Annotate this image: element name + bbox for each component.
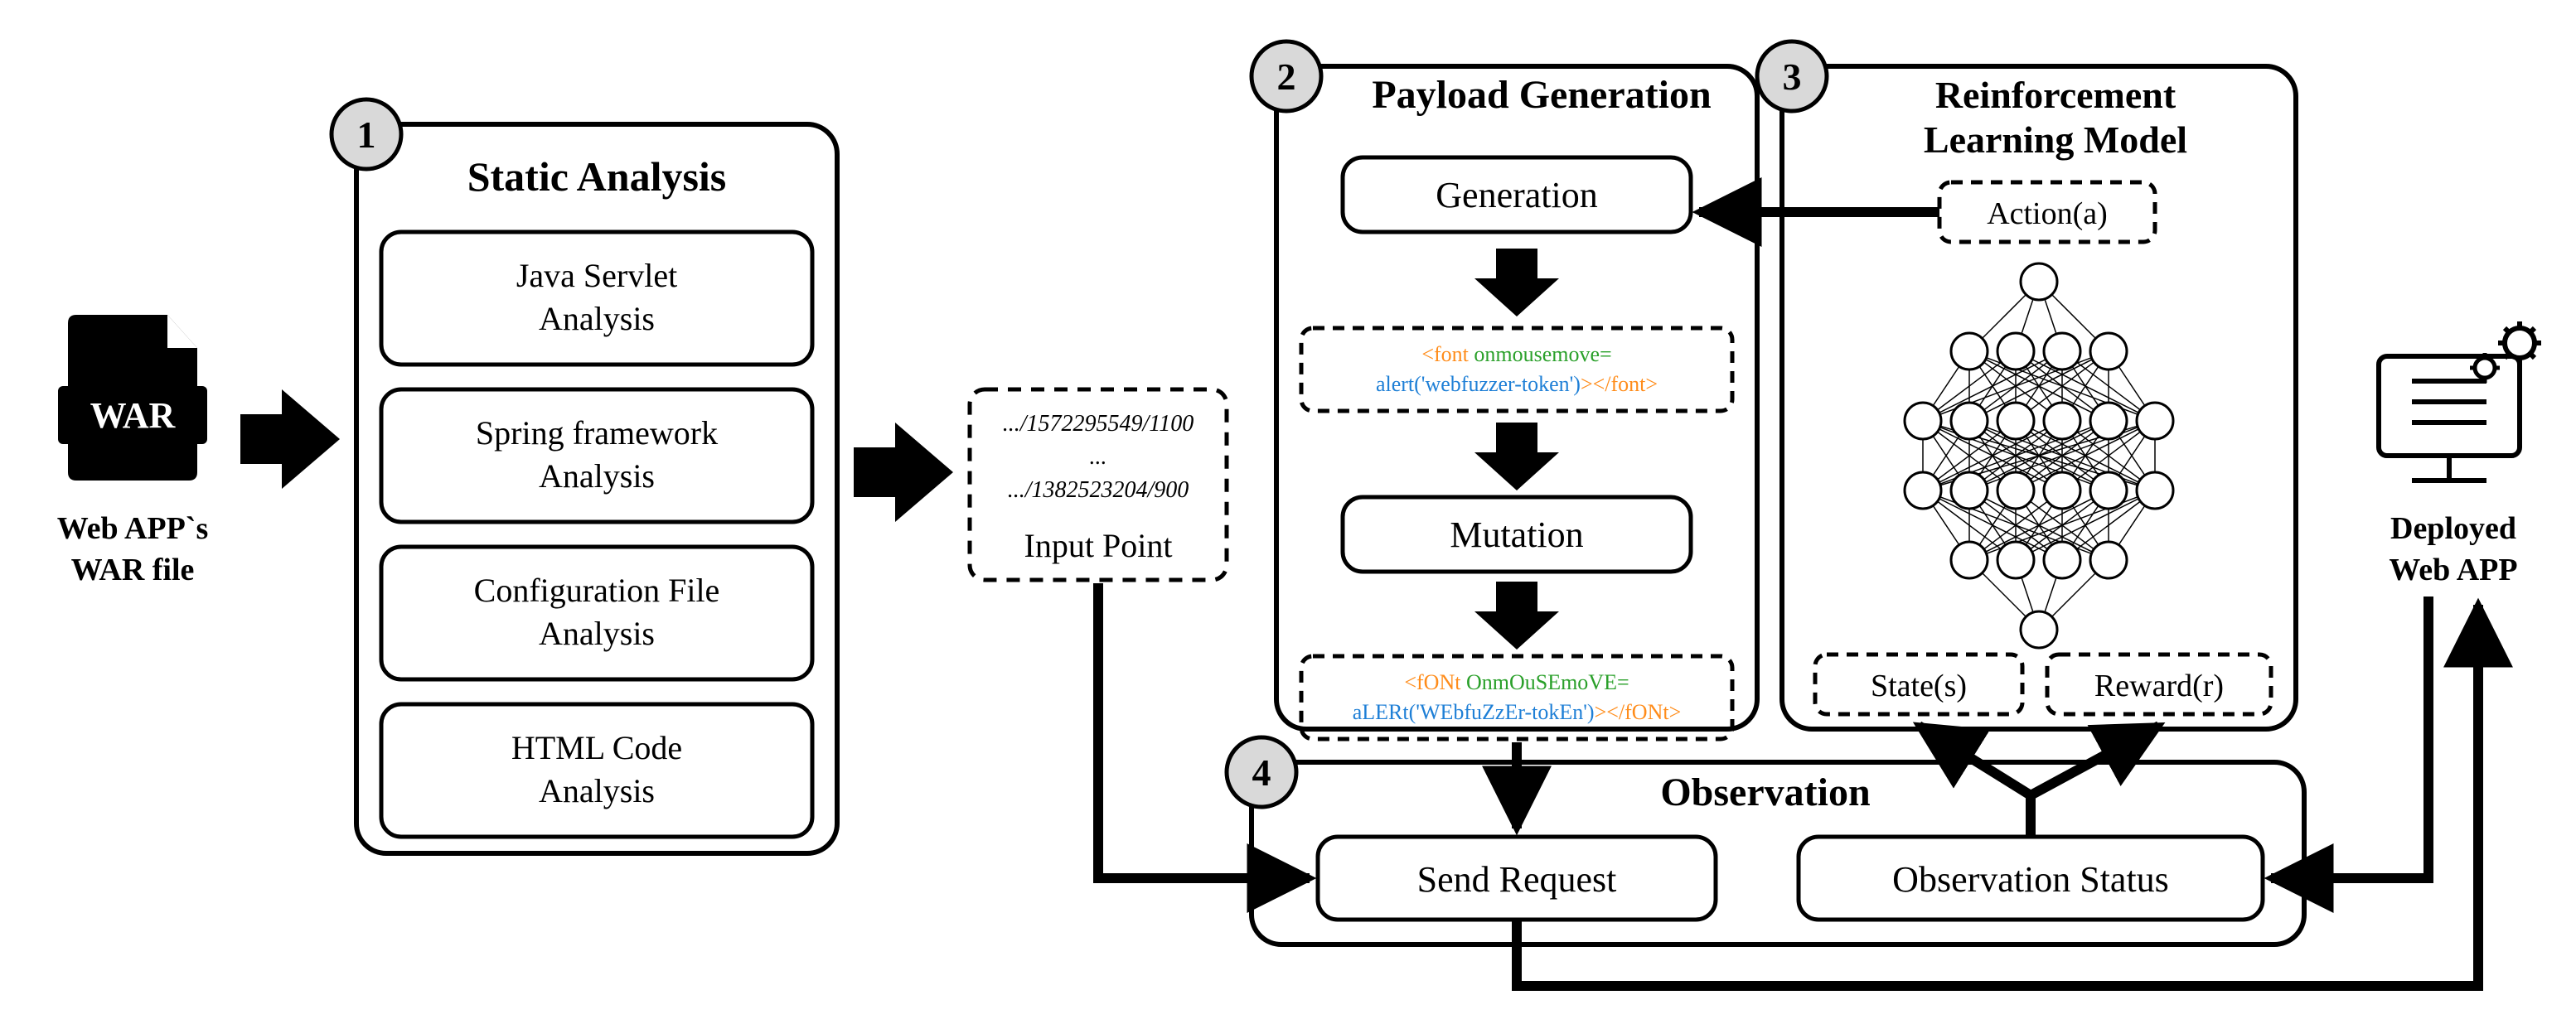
static-item-line1: Java Servlet — [516, 257, 677, 294]
static-item-line1: Configuration File — [474, 572, 720, 609]
static-item-line2: Analysis — [539, 457, 655, 495]
nn-node — [2044, 403, 2080, 439]
static-item-box — [381, 232, 812, 365]
payload-title: Payload Generation — [1372, 73, 1711, 117]
code-line: alert('webfuzzer-token')></font> — [1376, 372, 1658, 396]
rl-reward-label: Reward(r) — [2094, 669, 2224, 703]
send-request-label: Send Request — [1417, 859, 1617, 900]
rl-title1: Reinforcement — [1935, 74, 2177, 116]
deployed-label-1: Deployed — [2390, 511, 2516, 546]
badge-2-text: 2 — [1277, 56, 1296, 98]
static-analysis-title: Static Analysis — [467, 153, 727, 200]
nn-node — [2044, 333, 2080, 370]
arrow-code1-to-mutation — [1474, 423, 1559, 490]
nn-node — [2137, 403, 2173, 439]
static-item-line2: Analysis — [539, 300, 655, 337]
war-label-1: Web APP`s — [57, 511, 209, 546]
nn-node — [2021, 263, 2057, 300]
code-line: <font onmousemove= — [1421, 342, 1611, 366]
deployed-label-2: Web APP — [2389, 553, 2517, 587]
observation-title: Observation — [1660, 770, 1870, 814]
input-line2: .../1382523204/900 — [1008, 477, 1189, 503]
arrow-gen-to-code1 — [1474, 249, 1559, 316]
nn-node — [1997, 542, 2034, 578]
badge-1-text: 1 — [357, 114, 376, 156]
rl-panel: 3 Reinforcement Learning Model Action(a)… — [1757, 41, 2296, 729]
payload-generation-panel: 2 Payload Generation Generation <font on… — [1252, 41, 1757, 739]
nn-node — [1951, 403, 1988, 439]
nn-node — [2090, 542, 2127, 578]
rl-title2: Learning Model — [1924, 118, 2187, 161]
war-file-group: WAR Web APP`s WAR file — [57, 315, 209, 587]
code-line: <fONt OnmOuSEmoVE= — [1404, 670, 1629, 694]
static-item-line2: Analysis — [539, 772, 655, 809]
input-line1: .../1572295549/1100 — [1003, 411, 1194, 437]
nn-node — [2137, 472, 2173, 509]
observation-status-label: Observation Status — [1892, 859, 2169, 900]
static-item-line1: Spring framework — [476, 414, 718, 452]
war-badge-text: WAR — [90, 395, 177, 436]
nn-node — [1997, 403, 2034, 439]
nn-node — [2090, 403, 2127, 439]
nn-node — [2021, 611, 2057, 648]
static-item-line1: HTML Code — [511, 729, 682, 766]
nn-node — [1951, 542, 1988, 578]
nn-node — [2044, 472, 2080, 509]
input-point-box: .../1572295549/1100 ... .../1382523204/9… — [970, 389, 1227, 580]
nn-node — [1997, 333, 2034, 370]
input-point-label: Input Point — [1024, 527, 1173, 564]
static-item-box — [381, 389, 812, 522]
rl-action-label: Action(a) — [1987, 196, 2108, 231]
nn-edge — [2016, 490, 2155, 560]
nn-node — [1997, 472, 2034, 509]
nn-node — [1951, 472, 1988, 509]
badge-3-text: 3 — [1783, 56, 1802, 98]
deployed-webapp-group — [2379, 321, 2541, 481]
code-line: aLERt('WEbfuZzEr-tokEn')></fONt> — [1353, 700, 1682, 724]
nn-node — [1905, 472, 1941, 509]
nn-node — [2090, 472, 2127, 509]
static-item-line2: Analysis — [539, 615, 655, 652]
generation-label: Generation — [1436, 175, 1597, 215]
nn-edge — [1923, 351, 2062, 421]
arrow-mutation-to-code2 — [1474, 582, 1559, 650]
nn-node — [1951, 333, 1988, 370]
code1-box — [1301, 328, 1732, 411]
neural-net — [1905, 263, 2173, 648]
rl-state-label: State(s) — [1871, 669, 1967, 703]
static-analysis-panel: 1 Static Analysis Java Servlet Analysis Sp… — [332, 99, 837, 853]
nn-node — [2090, 333, 2127, 370]
static-item-box — [381, 704, 812, 837]
observation-panel: 4 Observation Send Request Observation S… — [1227, 737, 2304, 944]
mutation-label: Mutation — [1450, 514, 1583, 555]
war-label-2: WAR file — [71, 553, 195, 587]
input-dots: ... — [1090, 444, 1107, 470]
badge-4-text: 4 — [1252, 751, 1271, 794]
arrow-war-to-static — [240, 389, 340, 489]
arrow-static-to-input — [854, 423, 953, 522]
nn-node — [2044, 542, 2080, 578]
static-item-box — [381, 547, 812, 679]
nn-node — [1905, 403, 1941, 439]
